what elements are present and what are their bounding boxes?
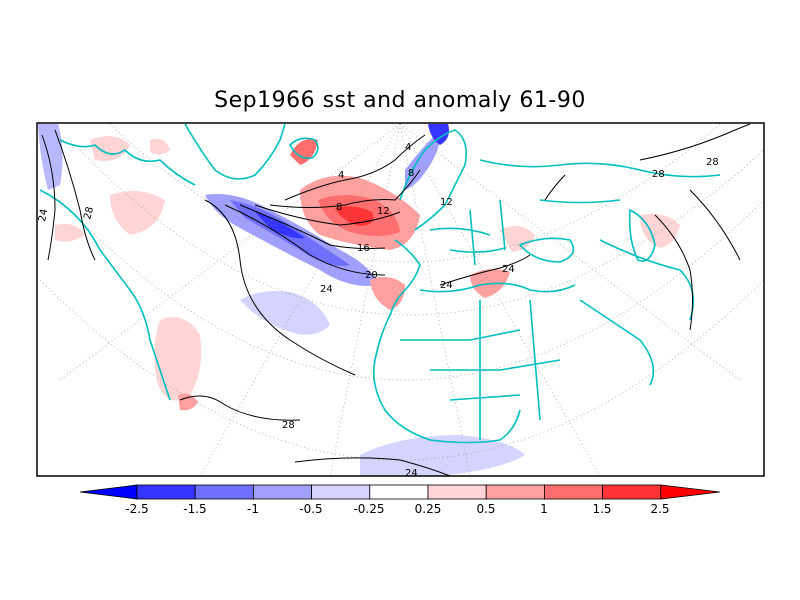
colorbar-tick-label: -1.5 — [183, 502, 206, 516]
contour-label: 24 — [440, 280, 453, 291]
contour-label: 4 — [338, 170, 344, 181]
anomaly-positive-subtropic2 — [178, 393, 198, 411]
contour-label: 12 — [377, 206, 390, 217]
caspian-sea — [628, 209, 656, 262]
contour-label: 28 — [652, 169, 665, 180]
europe-borders — [429, 199, 506, 266]
colorbar-tick-label: -0.5 — [299, 502, 322, 516]
colorbar-cell — [311, 484, 371, 500]
arabia — [579, 299, 655, 386]
contour-label: 28 — [706, 157, 719, 168]
greenland-coast — [184, 123, 286, 180]
contour-28-south — [179, 395, 301, 421]
contour-label: 24 — [502, 264, 515, 275]
colorbar-tick-label: 1 — [540, 502, 548, 516]
colorbar-cell — [485, 484, 545, 500]
europe-coast — [389, 239, 421, 316]
colorbar-arrow-high — [660, 484, 721, 500]
contour-label: 8 — [408, 168, 414, 179]
colorbar-tick-labels: -2.5 -1.5 -1 -0.5 -0.25 0.25 0.5 1 1.5 2… — [125, 502, 669, 516]
contour-label: 16 — [357, 243, 370, 254]
contour-east2 — [689, 189, 741, 261]
anomaly-positive-west — [90, 136, 130, 161]
contour-label: 24 — [405, 468, 418, 479]
colorbar-cell — [602, 484, 662, 500]
contour-label: 24 — [320, 284, 333, 295]
contour-12 — [254, 204, 401, 226]
colorbar-arrow-low — [79, 484, 138, 500]
asia-borders — [479, 159, 721, 321]
canada-islands — [59, 139, 196, 186]
sst-contours — [41, 123, 751, 476]
contour-24-red-sea — [544, 174, 566, 201]
anomaly-positive-subtropic — [154, 317, 202, 401]
colorbar-cells — [79, 484, 721, 500]
colorbar-cell — [369, 484, 429, 500]
anomaly-positive-northatlantic-peak — [335, 206, 374, 226]
map-frame — [36, 122, 765, 477]
anomaly-negative-labrador-deep — [255, 212, 305, 239]
contour-24-atlantic — [204, 199, 356, 376]
contour-8 — [269, 169, 421, 208]
anomaly-positive-caspian — [640, 213, 680, 248]
anomaly-negative-barents — [428, 124, 449, 145]
africa-borders — [400, 299, 561, 440]
contour-28-west — [54, 129, 96, 261]
contour-label: 20 — [365, 270, 378, 281]
anomaly-positive-west2 — [110, 191, 165, 235]
anomaly-shading — [38, 124, 680, 476]
contour-28-east — [639, 123, 751, 161]
mediterranean — [419, 282, 576, 293]
contour-16 — [239, 204, 386, 250]
colorbar-cell — [427, 484, 487, 500]
anomaly-positive-north — [150, 138, 170, 155]
colorbar-tick-label: -0.25 — [353, 502, 384, 516]
colorbar-cell — [136, 484, 196, 500]
black-sea — [519, 237, 575, 263]
colorbar-cell — [544, 484, 604, 500]
contour-label: 28 — [82, 206, 96, 221]
anomaly-positive-med-east — [500, 226, 535, 252]
colorbar-tick-label: 2.5 — [650, 502, 669, 516]
contour-labels: 4 4 8 8 12 12 16 20 24 24 24 24 24 28 28… — [37, 142, 719, 479]
colorbar-tick-label: 0.5 — [476, 502, 495, 516]
contour-label: 28 — [282, 420, 295, 431]
colorbar-cell — [194, 484, 254, 500]
coastlines — [39, 123, 721, 444]
anomaly-positive-iceland — [290, 139, 318, 165]
anomaly-negative-midatlantic — [240, 291, 330, 335]
map-title: Sep1966 sst and anomaly 61-90 — [214, 88, 586, 113]
contour-label: 24 — [37, 208, 50, 222]
contour-20 — [224, 204, 386, 276]
graticule — [39, 123, 764, 476]
colorbar-tick-label: 1.5 — [592, 502, 611, 516]
contour-label: 4 — [405, 142, 411, 153]
colorbar-tick-label: -1 — [247, 502, 259, 516]
colorbar-cell — [252, 484, 312, 500]
anomaly-negative-south — [360, 435, 525, 476]
scandinavia — [399, 129, 468, 231]
africa-coast — [372, 314, 521, 444]
contour-24-south — [294, 457, 451, 476]
contour-4 — [284, 134, 426, 201]
contour-label: 12 — [440, 197, 453, 208]
contour-label: 8 — [336, 202, 342, 213]
contour-24-med — [439, 254, 531, 286]
colorbar-tick-label: 0.25 — [415, 502, 442, 516]
north-america-coast — [39, 189, 171, 401]
colorbar-tick-label: -2.5 — [125, 502, 148, 516]
iceland — [289, 137, 319, 160]
contour-24-east — [654, 214, 693, 331]
contour-24-west — [41, 134, 56, 261]
anomaly-positive-westcoast — [55, 223, 85, 242]
